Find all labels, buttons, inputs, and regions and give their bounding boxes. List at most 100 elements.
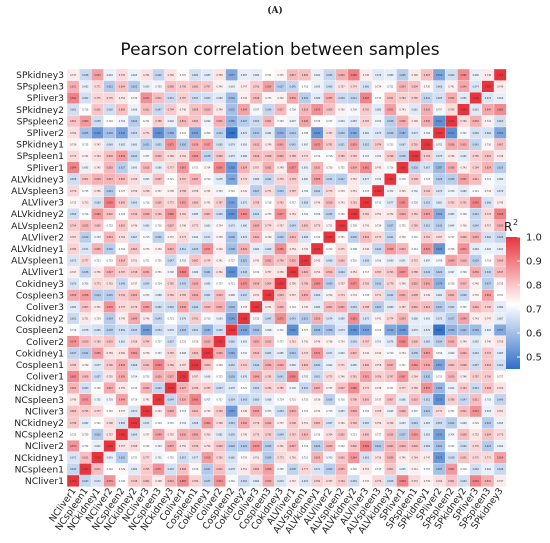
cell-value-label: 0.604 xyxy=(436,445,443,448)
y-tick-label: SPkidney3 xyxy=(16,70,64,81)
cell-value-label: 0.644 xyxy=(155,387,162,390)
cell-value-label: 0.557 xyxy=(497,329,504,332)
cell-value-label: 0.743 xyxy=(399,109,406,112)
cell-value-label: 0.794 xyxy=(216,410,223,413)
cell-value-label: 0.665 xyxy=(229,457,236,460)
y-tick-label: Cokidney1 xyxy=(16,348,65,359)
cell-value-label: 0.643 xyxy=(314,364,321,367)
y-tick-label: SPspleen2 xyxy=(17,116,64,127)
cell-value-label: 0.703 xyxy=(107,399,114,402)
cell-value-label: 0.809 xyxy=(497,259,504,262)
cell-value-label: 0.674 xyxy=(326,317,333,320)
cell-value-label: 0.721 xyxy=(131,457,138,460)
cell-value-label: 0.836 xyxy=(399,120,406,123)
cell-value-label: 0.722 xyxy=(448,445,455,448)
cell-value-label: 0.651 xyxy=(424,399,431,402)
cell-value-label: 0.787 xyxy=(180,97,187,100)
y-tick-label: SPliver1 xyxy=(27,163,64,174)
cell-value-label: 0.743 xyxy=(473,317,480,320)
cell-value-label: 0.741 xyxy=(241,190,248,193)
cell-value-label: 0.785 xyxy=(265,375,272,378)
cell-value-label: 0.741 xyxy=(82,155,89,158)
cell-value-label: 0.738 xyxy=(375,387,382,390)
cell-value-label: 0.660 xyxy=(216,329,223,332)
cell-value-label: 0.786 xyxy=(168,364,175,367)
cell-value-label: 0.654 xyxy=(277,410,284,413)
cell-value-label: 0.747 xyxy=(70,271,77,274)
cell-value-label: 0.804 xyxy=(265,283,272,286)
cell-value-label: 0.629 xyxy=(82,236,89,239)
cell-value-label: 0.800 xyxy=(302,225,309,228)
cell-value-label: 0.775 xyxy=(338,248,345,251)
cell-value-label: 0.723 xyxy=(351,433,358,436)
cell-value-label: 0.703 xyxy=(155,85,162,88)
cell-value-label: 0.802 xyxy=(70,410,77,413)
cell-value-label: 0.719 xyxy=(155,422,162,425)
cell-value-label: 0.682 xyxy=(253,480,260,483)
y-tick-label: NCliver2 xyxy=(25,441,64,452)
cell-value-label: 0.796 xyxy=(351,399,358,402)
cell-value-label: 0.460 xyxy=(436,329,443,332)
cell-value-label: 0.736 xyxy=(460,225,467,228)
cell-value-label: 0.864 xyxy=(351,457,358,460)
cell-value-label: 0.722 xyxy=(375,329,382,332)
cell-value-label: 0.769 xyxy=(131,178,138,181)
cell-value-label: 0.622 xyxy=(485,422,492,425)
cell-value-label: 0.525 xyxy=(94,132,101,135)
cell-value-label: 0.830 xyxy=(204,341,211,344)
cell-value-label: 0.648 xyxy=(82,74,89,77)
cell-value-label: 0.637 xyxy=(70,352,77,355)
cell-value-label: 0.780 xyxy=(94,341,101,344)
cell-value-label: 1.000 xyxy=(204,352,211,355)
cell-value-label: 0.645 xyxy=(485,271,492,274)
cell-value-label: 0.849 xyxy=(119,399,126,402)
cell-value-label: 0.823 xyxy=(399,248,406,251)
legend-colorbar xyxy=(506,237,520,369)
cell-value-label: 0.761 xyxy=(290,341,297,344)
cell-value-label: 0.894 xyxy=(70,167,77,170)
cell-value-label: 0.816 xyxy=(143,167,150,170)
cell-value-label: 0.789 xyxy=(412,225,419,228)
cell-value-label: 0.731 xyxy=(338,236,345,239)
cell-value-label: 0.864 xyxy=(94,213,101,216)
cell-value-label: 0.877 xyxy=(277,213,284,216)
cell-value-label: 0.644 xyxy=(265,178,272,181)
cell-value-label: 0.667 xyxy=(399,143,406,146)
cell-value-label: 0.800 xyxy=(204,364,211,367)
cell-value-label: 0.804 xyxy=(119,85,126,88)
cell-value-label: 0.734 xyxy=(375,85,382,88)
cell-value-label: 0.859 xyxy=(119,155,126,158)
cell-value-label: 0.679 xyxy=(412,329,419,332)
cell-value-label: 1.000 xyxy=(351,213,358,216)
cell-value-label: 0.665 xyxy=(424,341,431,344)
cell-value-label: 0.821 xyxy=(326,306,333,309)
cell-value-label: 0.824 xyxy=(168,480,175,483)
cell-value-label: 0.713 xyxy=(180,410,187,413)
cell-value-label: 0.834 xyxy=(473,120,480,123)
cell-value-label: 0.692 xyxy=(497,248,504,251)
cell-value-label: 0.741 xyxy=(448,85,455,88)
cell-value-label: 0.751 xyxy=(253,457,260,460)
cell-value-label: 0.894 xyxy=(70,97,77,100)
cell-value-label: 0.556 xyxy=(387,329,394,332)
cell-value-label: 0.809 xyxy=(460,433,467,436)
cell-value-label: 0.797 xyxy=(485,352,492,355)
cell-value-label: 0.807 xyxy=(155,178,162,181)
cell-value-label: 0.659 xyxy=(351,341,358,344)
cell-value-label: 0.824 xyxy=(241,167,248,170)
cell-value-label: 0.727 xyxy=(497,375,504,378)
cell-value-label: 0.764 xyxy=(119,236,126,239)
cell-value-label: 0.817 xyxy=(497,271,504,274)
cell-value-label: 0.695 xyxy=(82,167,89,170)
cell-value-label: 0.730 xyxy=(485,143,492,146)
cell-value-label: 0.803 xyxy=(485,364,492,367)
cell-value-label: 0.624 xyxy=(448,422,455,425)
cell-value-label: 0.808 xyxy=(265,155,272,158)
legend-title: R xyxy=(504,220,512,234)
cell-value-label: 0.881 xyxy=(399,201,406,204)
cell-value-label: 0.776 xyxy=(70,190,77,193)
cell-value-label: 0.666 xyxy=(485,236,492,239)
cell-value-label: 0.852 xyxy=(460,178,467,181)
cell-value-label: 0.830 xyxy=(216,352,223,355)
y-tick-label: SPkidney2 xyxy=(16,105,64,116)
